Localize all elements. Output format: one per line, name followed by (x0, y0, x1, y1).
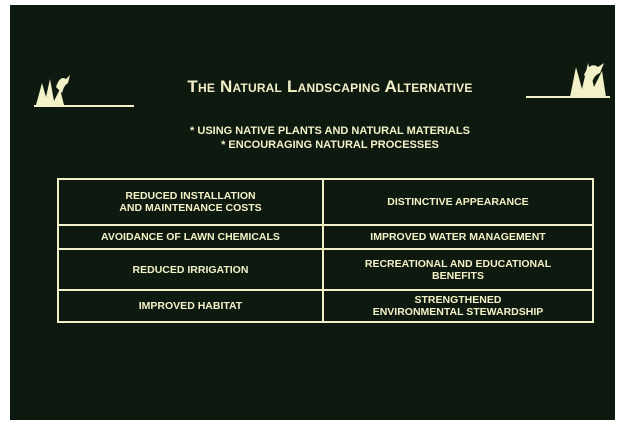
right-heron-art (526, 63, 610, 97)
slide-title: The Natural Landscaping Alternative (130, 77, 530, 97)
left-heron-art (34, 75, 134, 106)
slide: The Natural Landscaping Alternative * US… (10, 5, 615, 420)
table-cell: REDUCED INSTALLATION AND MAINTENANCE COS… (59, 180, 324, 224)
table-cell: REDUCED IRRIGATION (59, 250, 324, 289)
page: {"slide": { "title": "The Natural Landsc… (0, 0, 623, 425)
bullet: * USING NATIVE PLANTS AND NATURAL MATERI… (110, 125, 550, 137)
table-row: REDUCED INSTALLATION AND MAINTENANCE COS… (59, 180, 592, 224)
benefits-table: REDUCED INSTALLATION AND MAINTENANCE COS… (57, 178, 594, 323)
table-cell: STRENGTHENED ENVIRONMENTAL STEWARDSHIP (324, 291, 592, 321)
bullet: * ENCOURAGING NATURAL PROCESSES (110, 139, 550, 151)
table-cell: IMPROVED HABITAT (59, 291, 324, 321)
table-cell: IMPROVED WATER MANAGEMENT (324, 226, 592, 248)
table-cell: DISTINCTIVE APPEARANCE (324, 180, 592, 224)
table-cell: AVOIDANCE OF LAWN CHEMICALS (59, 226, 324, 248)
table-cell: RECREATIONAL AND EDUCATIONAL BENEFITS (324, 250, 592, 289)
